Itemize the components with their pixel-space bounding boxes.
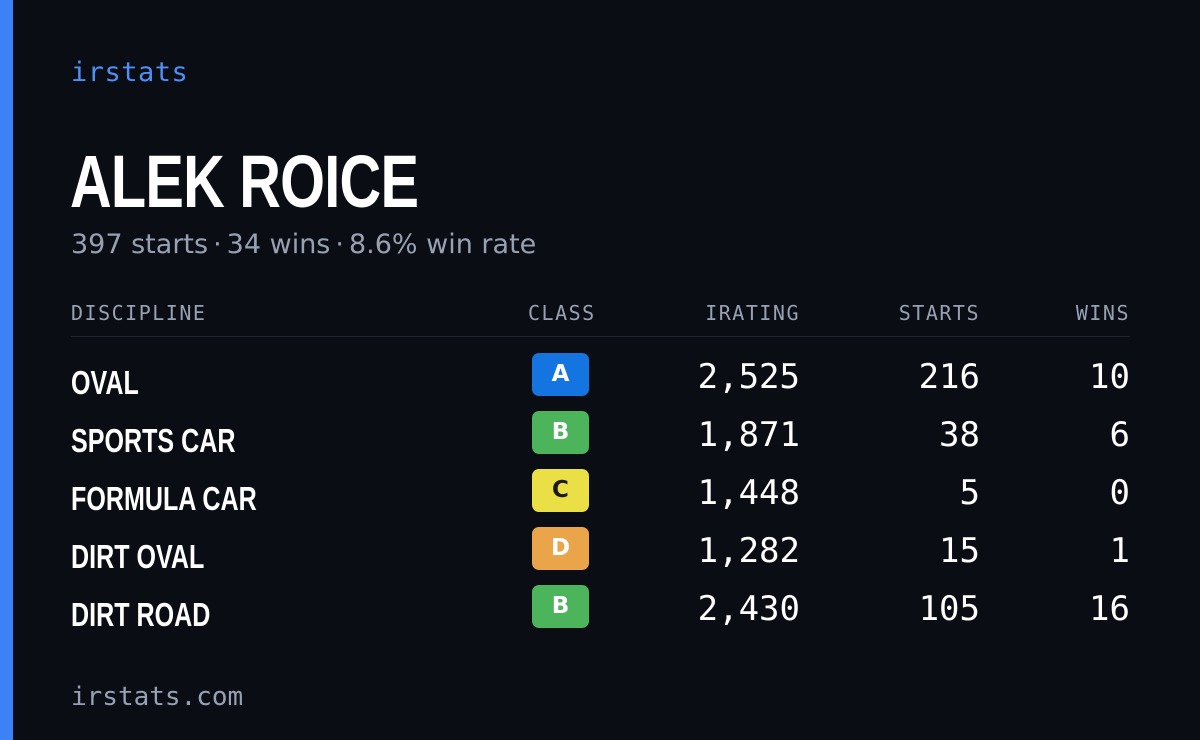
- row-irating: 1,871: [697, 415, 800, 455]
- row-starts: 15: [939, 531, 980, 571]
- discipline-table: DISCIPLINE CLASS IRATING STARTS WINS OVA…: [71, 296, 1130, 643]
- summary-separator: ·: [335, 229, 344, 260]
- header-starts: STARTS: [898, 301, 980, 325]
- row-discipline: SPORTS CAR: [71, 422, 236, 459]
- class-badge: C: [532, 469, 589, 512]
- header-irating: IRATING: [705, 301, 800, 325]
- header-wins: WINS: [1075, 301, 1130, 325]
- summary-separator: ·: [213, 229, 222, 260]
- row-discipline: FORMULA CAR: [71, 480, 257, 517]
- table-row: FORMULA CAR C 1,448 5 0: [71, 469, 1130, 527]
- class-badge: B: [532, 411, 589, 454]
- class-badge: A: [532, 353, 589, 396]
- row-wins: 6: [1109, 415, 1130, 455]
- summary-wins: 34 wins: [226, 229, 331, 260]
- summary-win-rate: 8.6% win rate: [348, 229, 537, 260]
- brand-label: irstats: [71, 57, 189, 88]
- row-starts: 216: [918, 357, 980, 397]
- row-starts: 105: [918, 589, 980, 629]
- header-class: CLASS: [528, 301, 596, 325]
- accent-bar: [0, 0, 13, 740]
- driver-summary: 397 starts · 34 wins · 8.6% win rate: [71, 228, 536, 262]
- table-row: DIRT ROAD B 2,430 105 16: [71, 585, 1130, 643]
- header-discipline: DISCIPLINE: [71, 301, 207, 325]
- row-irating: 2,525: [697, 357, 800, 397]
- class-badge: D: [532, 527, 589, 570]
- row-wins: 0: [1109, 473, 1130, 513]
- row-starts: 5: [959, 473, 980, 513]
- table-row: SPORTS CAR B 1,871 38 6: [71, 411, 1130, 469]
- row-starts: 38: [939, 415, 980, 455]
- table-row: OVAL A 2,525 216 10: [71, 353, 1130, 411]
- row-irating: 2,430: [697, 589, 800, 629]
- driver-name: ALEK ROICE: [70, 140, 419, 223]
- row-wins: 1: [1109, 531, 1130, 571]
- row-discipline: OVAL: [71, 364, 139, 401]
- table-body: OVAL A 2,525 216 10 SPORTS CAR B 1,871 3…: [71, 353, 1130, 643]
- class-badge: B: [532, 585, 589, 628]
- table-row: DIRT OVAL D 1,282 15 1: [71, 527, 1130, 585]
- row-irating: 1,448: [697, 473, 800, 513]
- summary-starts: 397 starts: [71, 229, 209, 260]
- row-discipline: DIRT OVAL: [71, 538, 205, 575]
- row-wins: 16: [1089, 589, 1130, 629]
- row-discipline: DIRT ROAD: [71, 596, 211, 633]
- row-wins: 10: [1089, 357, 1130, 397]
- row-irating: 1,282: [697, 531, 800, 571]
- table-header: DISCIPLINE CLASS IRATING STARTS WINS: [71, 296, 1130, 337]
- footer-url: irstats.com: [71, 682, 244, 712]
